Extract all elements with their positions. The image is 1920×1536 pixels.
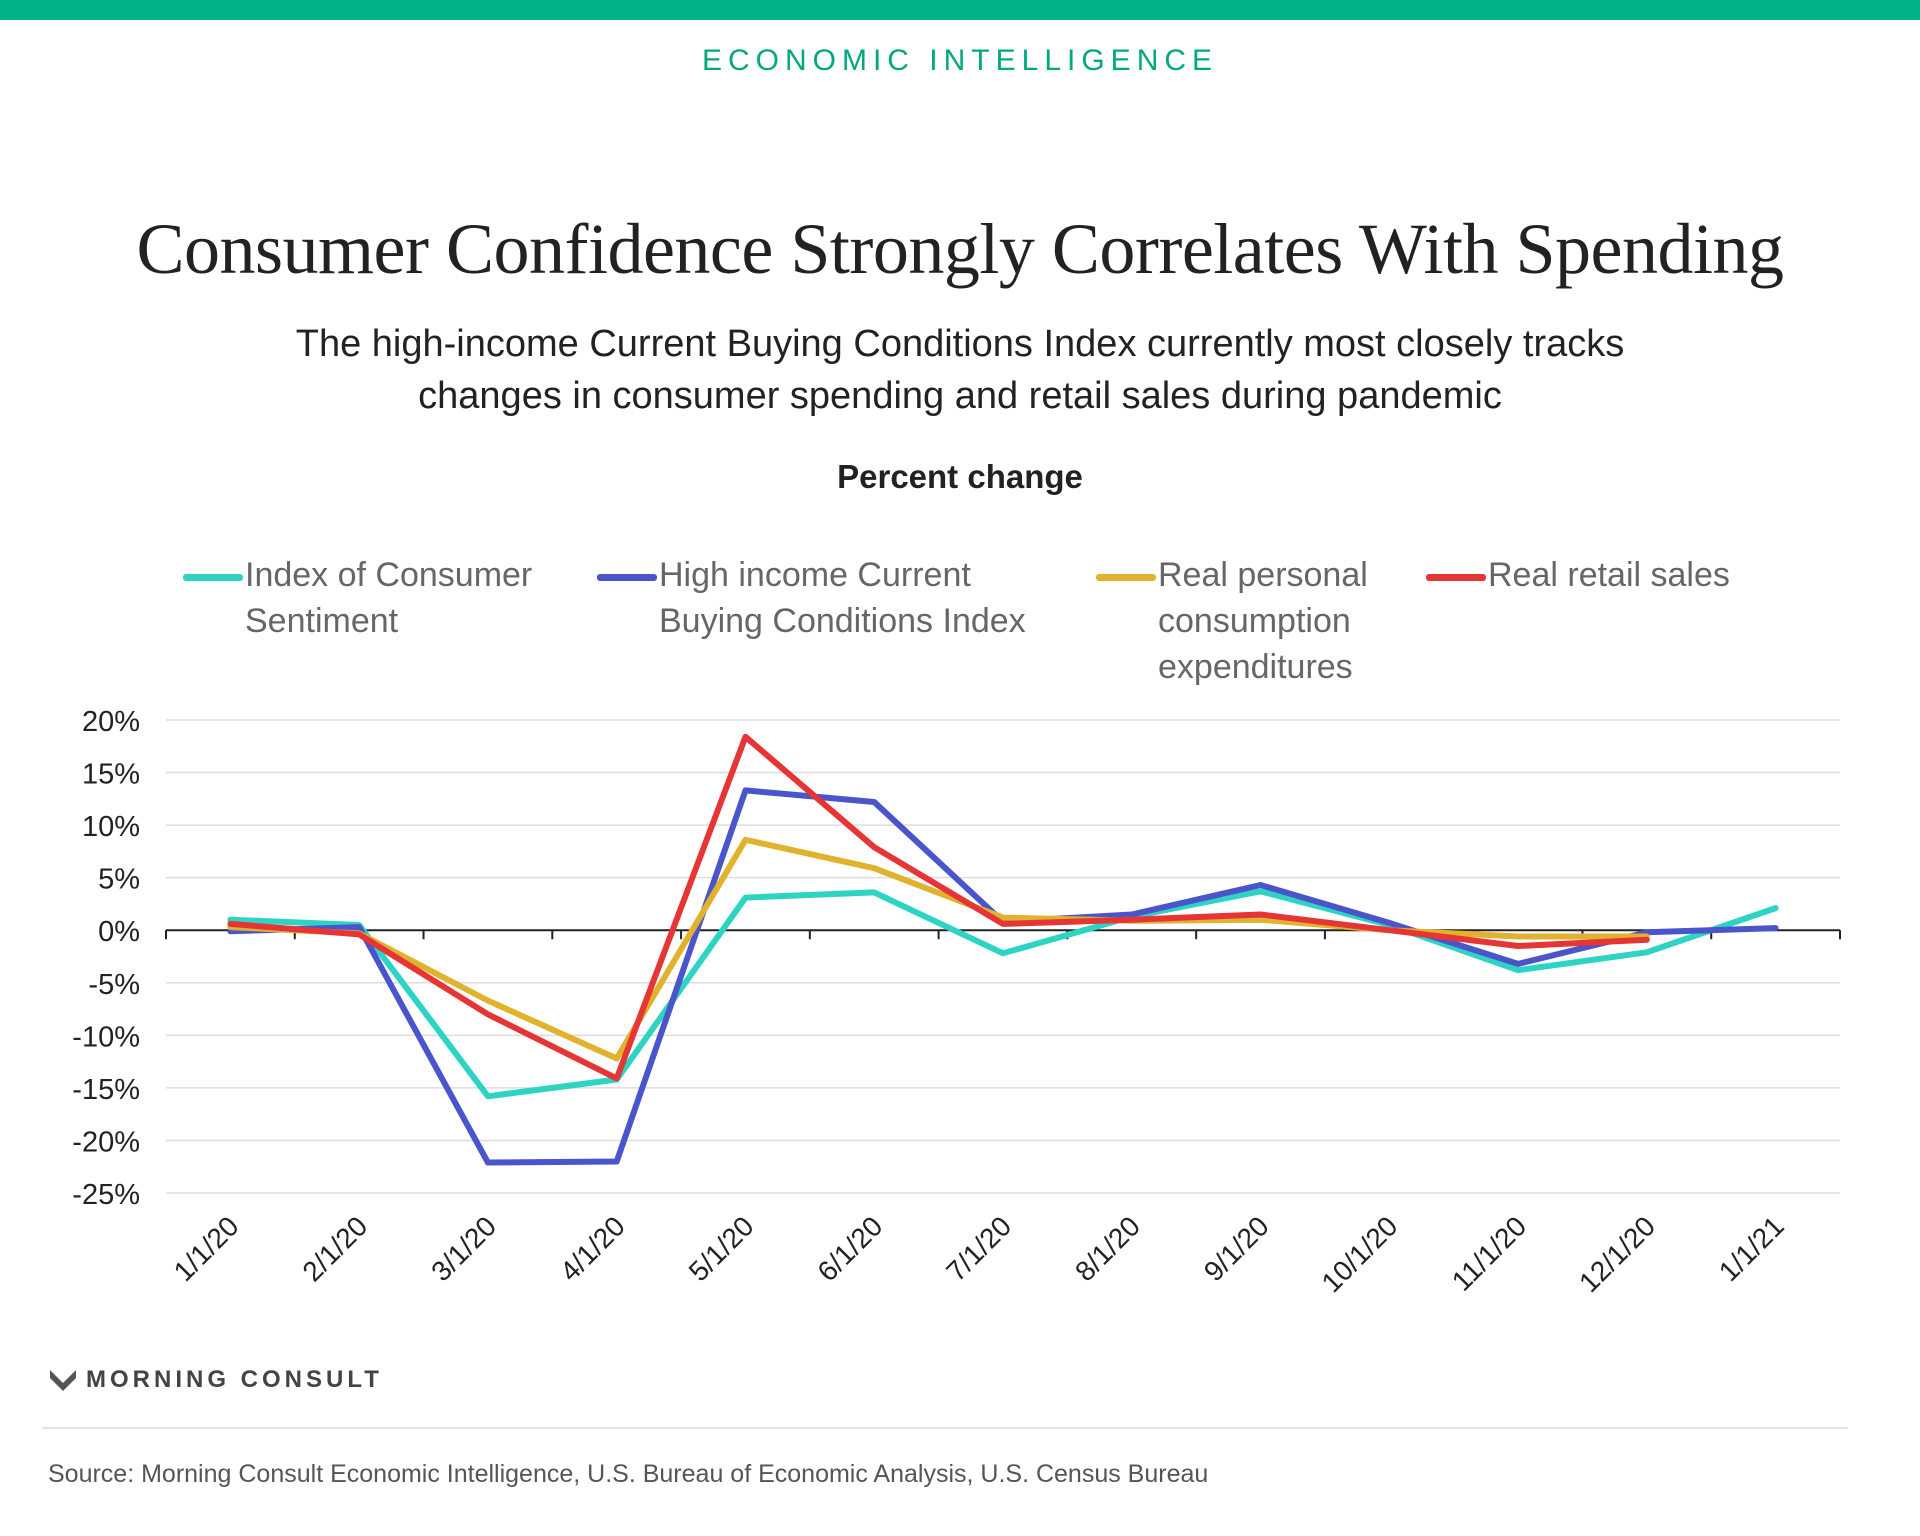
x-tick-label: 9/1/20	[1198, 1210, 1275, 1287]
x-tick-label: 8/1/20	[1069, 1210, 1146, 1287]
series-line-high-income	[227, 787, 1779, 1166]
chart-title: Consumer Confidence Strongly Correlates …	[136, 209, 1784, 289]
footer-divider	[42, 1427, 1848, 1429]
legend-label: High income Current Buying Conditions In…	[659, 556, 1026, 640]
series-line-consumer-sentiment	[227, 888, 1779, 1100]
y-tick-label: -10%	[72, 1021, 140, 1053]
y-tick-label: -5%	[88, 969, 140, 1001]
y-tick-label: -15%	[72, 1074, 140, 1106]
chart-subtitle: The high-income Current Buying Condition…	[295, 323, 1625, 417]
brand-header: ECONOMIC INTELLIGENCE	[701, 44, 1219, 77]
y-tick-label: 10%	[82, 811, 140, 843]
morning-consult-logo-icon	[50, 1370, 76, 1391]
y-tick-label: 0%	[98, 916, 140, 948]
x-tick-label: 7/1/20	[940, 1210, 1017, 1287]
brand-top-bar	[0, 0, 1920, 20]
series-line-pce	[227, 836, 1650, 1062]
y-tick-label: 20%	[82, 706, 140, 738]
y-tick-label: -20%	[72, 1126, 140, 1158]
y-tick-label: 5%	[98, 864, 140, 896]
y-tick-label: 15%	[82, 759, 140, 791]
legend-label: Real personal consumption expenditures	[1158, 556, 1368, 686]
x-tick-label: 6/1/20	[811, 1210, 888, 1287]
morning-consult-logo-text: MORNING CONSULT	[86, 1366, 383, 1393]
x-tick-label: 5/1/20	[683, 1210, 760, 1287]
x-tick-label: 11/1/20	[1446, 1210, 1533, 1297]
source-note: Source: Morning Consult Economic Intelli…	[48, 1460, 1209, 1488]
x-tick-label: 1/1/20	[168, 1210, 245, 1287]
legend-swatch-retail-sales	[1426, 574, 1486, 581]
legend-label: Real retail sales	[1488, 556, 1730, 594]
legend-swatch-consumer-sentiment	[183, 574, 243, 581]
x-tick-label: 3/1/20	[425, 1210, 502, 1287]
x-tick-label: 1/1/21	[1713, 1210, 1790, 1287]
legend-swatch-high-income	[597, 574, 657, 581]
x-tick-label: 10/1/20	[1316, 1210, 1404, 1298]
x-tick-label: 4/1/20	[554, 1210, 631, 1287]
legend-swatch-pce	[1096, 574, 1156, 581]
series-line-retail-sales	[227, 733, 1650, 1082]
y-axis-label: Percent change	[837, 458, 1083, 495]
x-tick-label: 12/1/20	[1573, 1210, 1661, 1298]
x-tick-label: 2/1/20	[296, 1210, 373, 1287]
legend-label: Index of Consumer Sentiment	[245, 556, 533, 640]
y-tick-label: -25%	[72, 1179, 140, 1211]
